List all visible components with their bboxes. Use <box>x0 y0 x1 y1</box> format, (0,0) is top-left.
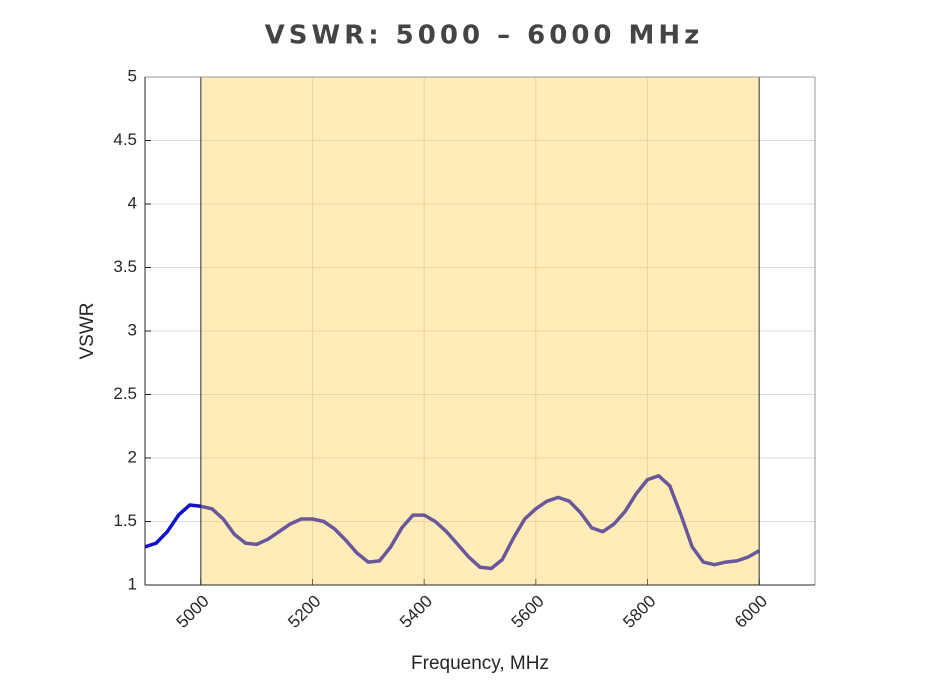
y-tick-label: 3 <box>128 320 137 339</box>
chart-title: VSWR: 5000 – 6000 MHz <box>265 21 704 51</box>
y-tick-label: 4 <box>128 193 137 212</box>
x-axis-label: Frequency, MHz <box>411 653 549 674</box>
y-axis-label: VSWR <box>77 303 98 360</box>
y-tick-label: 1 <box>128 574 137 593</box>
y-tick-label: 2.5 <box>113 384 137 403</box>
y-tick-label: 4.5 <box>113 130 137 149</box>
y-tick-label: 2 <box>128 447 137 466</box>
y-tick-label: 1.5 <box>113 511 137 530</box>
highlight-band <box>200 76 760 586</box>
y-tick-label: 5 <box>128 66 137 85</box>
y-tick-label: 3.5 <box>113 257 137 276</box>
data-line <box>144 474 761 571</box>
